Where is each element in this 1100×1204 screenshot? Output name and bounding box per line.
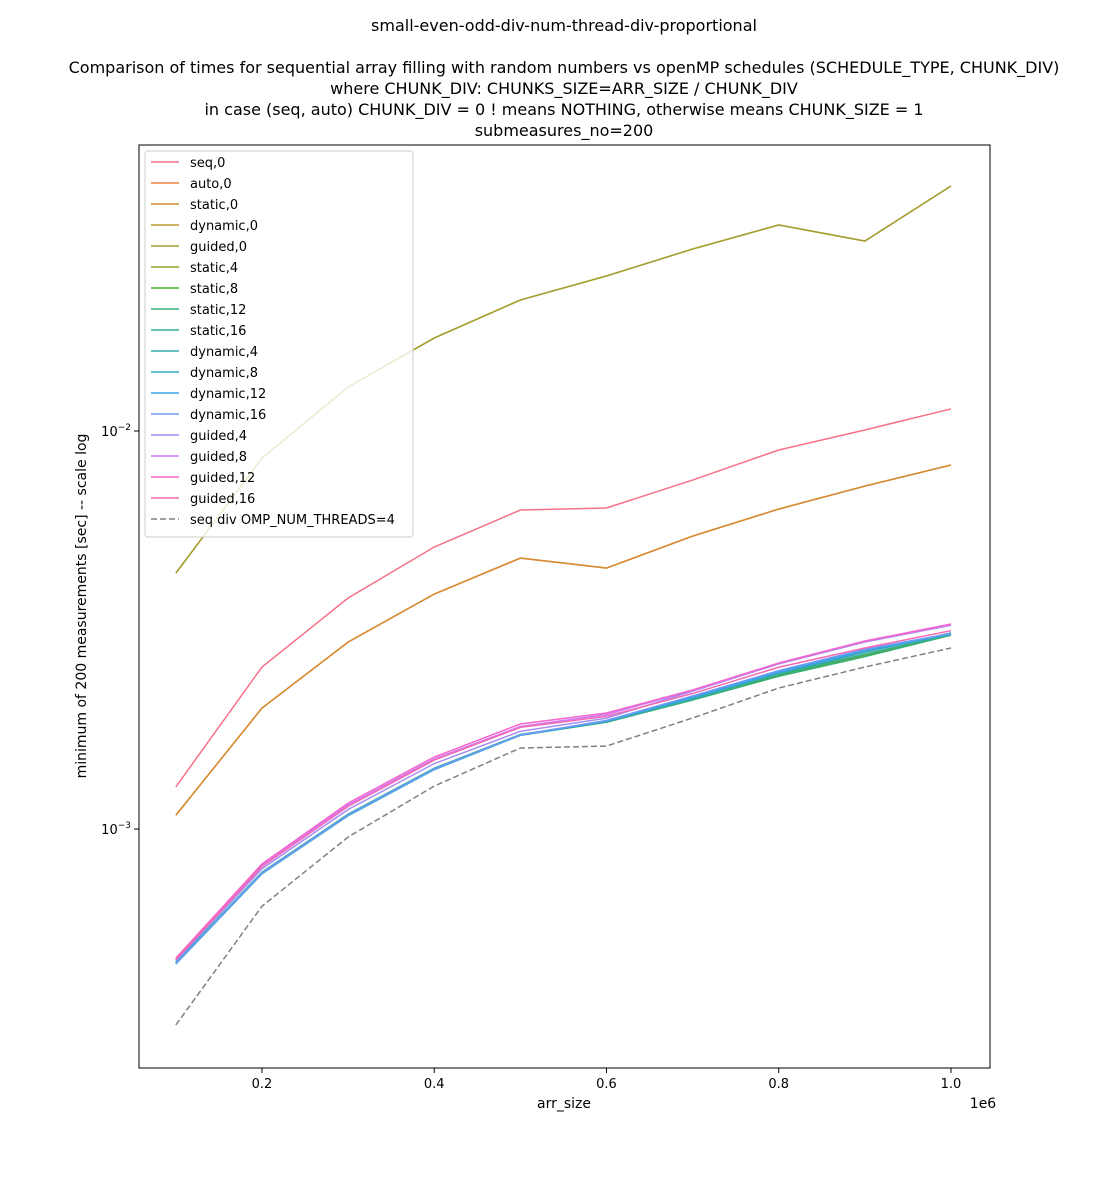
legend-label: auto,0 — [190, 177, 232, 192]
x-tick-label: 1.0 — [941, 1077, 962, 1092]
y-tick-label: 10−3 — [101, 821, 131, 838]
plot-frame — [138, 144, 991, 1069]
series-line — [175, 632, 952, 964]
x-tick-label: 0.2 — [252, 1077, 273, 1092]
chart-subtitle: where CHUNK_DIV: CHUNKS_SIZE=ARR_SIZE / … — [330, 79, 798, 99]
legend-label: guided,0 — [190, 240, 247, 255]
y-axis-label: minimum of 200 measurements [sec] -- sca… — [74, 434, 90, 779]
legend-label: seq div OMP_NUM_THREADS=4 — [190, 513, 395, 528]
y-tick-label: 10−2 — [101, 423, 131, 440]
series-line — [175, 629, 952, 961]
chart-subtitle: submeasures_no=200 — [475, 121, 654, 141]
legend-label: guided,4 — [190, 429, 247, 444]
chart-subtitle: in case (seq, auto) CHUNK_DIV = 0 ! mean… — [204, 100, 923, 120]
legend-label: dynamic,0 — [190, 219, 258, 234]
x-tick-label: 0.8 — [768, 1077, 789, 1092]
y-tick-exponent: −3 — [118, 821, 131, 831]
legend-label: static,4 — [190, 261, 238, 276]
legend-label: dynamic,12 — [190, 387, 266, 402]
legend-label: seq,0 — [190, 156, 225, 171]
y-tick-base: 10 — [101, 425, 118, 440]
legend-label: dynamic,16 — [190, 408, 266, 423]
chart-title: small-even-odd-div-num-thread-div-propor… — [371, 16, 757, 35]
legend-box — [144, 150, 414, 538]
x-tick-label: 0.6 — [596, 1077, 617, 1092]
x-offset-text: 1e6 — [970, 1096, 997, 1112]
y-tick-base: 10 — [101, 823, 118, 838]
x-axis-label: arr_size — [537, 1096, 591, 1112]
x-tick-label: 0.4 — [424, 1077, 445, 1092]
legend-label: static,16 — [190, 324, 246, 339]
legend-label: dynamic,4 — [190, 345, 258, 360]
legend-label: dynamic,8 — [190, 366, 258, 381]
chart-subtitle: Comparison of times for sequential array… — [69, 58, 1060, 78]
y-tick-exponent: −2 — [118, 423, 131, 433]
legend-label: static,12 — [190, 303, 246, 318]
series-line — [175, 408, 952, 788]
legend-label: guided,8 — [190, 450, 247, 465]
series-line — [175, 647, 952, 1026]
legend-label: guided,16 — [190, 492, 255, 507]
legend-label: static,0 — [190, 198, 238, 213]
series-line — [175, 623, 952, 959]
legend-label: static,8 — [190, 282, 238, 297]
series-line — [175, 464, 952, 816]
legend-label: guided,12 — [190, 471, 255, 486]
